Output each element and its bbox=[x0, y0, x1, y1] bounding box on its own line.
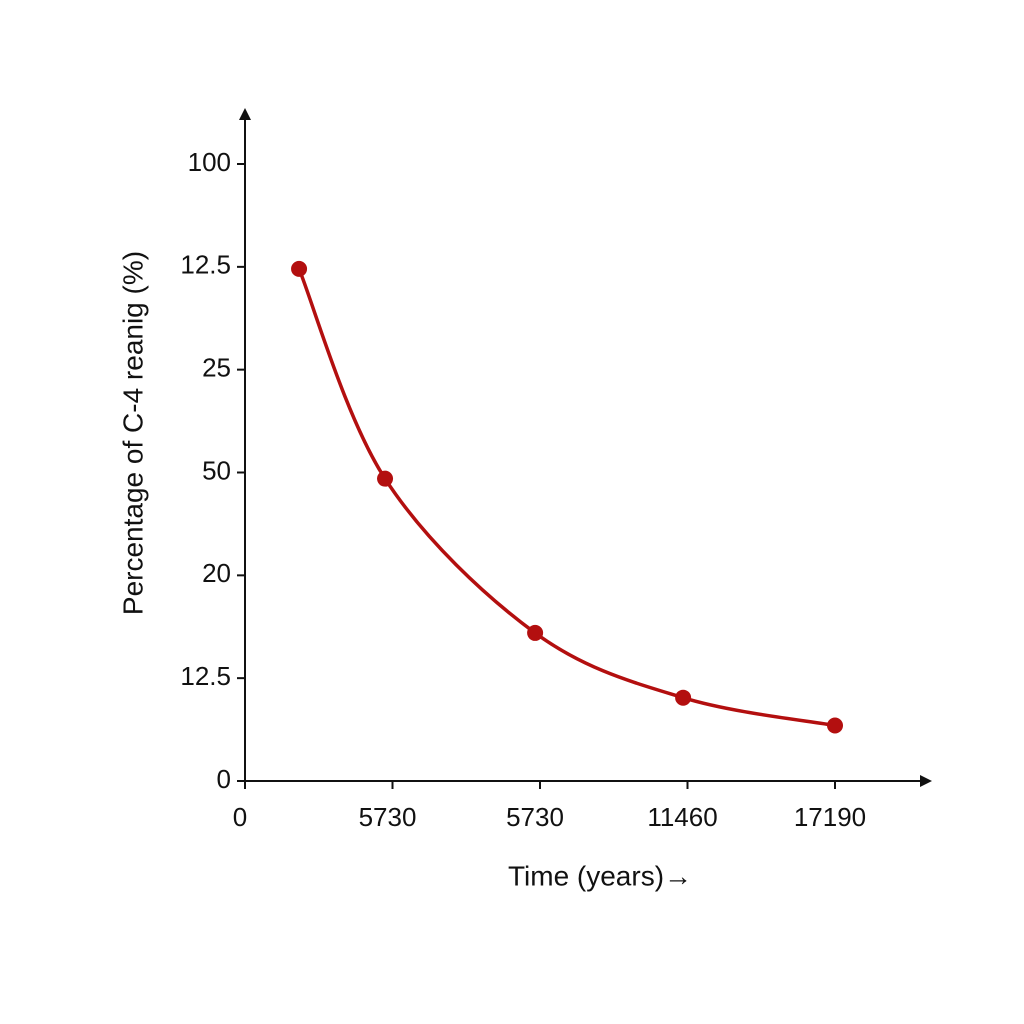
y-tick-label: 0 bbox=[217, 764, 231, 794]
x-tick-label: 5730 bbox=[506, 802, 564, 832]
y-axis-title: Percentage of C-4 reanig (%) bbox=[117, 251, 148, 615]
point bbox=[377, 470, 394, 487]
y-tick-label: 25 bbox=[202, 353, 231, 383]
y-tick-label: 20 bbox=[202, 558, 231, 588]
point bbox=[675, 689, 692, 706]
point bbox=[291, 260, 308, 277]
x-tick-label: 17190 bbox=[794, 802, 866, 832]
x-axis-title: Time (years)→ bbox=[508, 860, 692, 891]
point bbox=[827, 717, 843, 734]
x-tick-label: 5730 bbox=[359, 802, 417, 832]
x-tick-label: 11460 bbox=[647, 802, 717, 832]
point bbox=[527, 624, 544, 641]
y-tick-label: 100 bbox=[188, 147, 231, 177]
y-tick-label: 12.5 bbox=[180, 661, 231, 691]
line bbox=[297, 268, 836, 728]
y-tick-label: 50 bbox=[202, 455, 231, 485]
x-tick-label: 0 bbox=[233, 802, 247, 832]
y-tick-label: 12.5 bbox=[180, 250, 231, 280]
